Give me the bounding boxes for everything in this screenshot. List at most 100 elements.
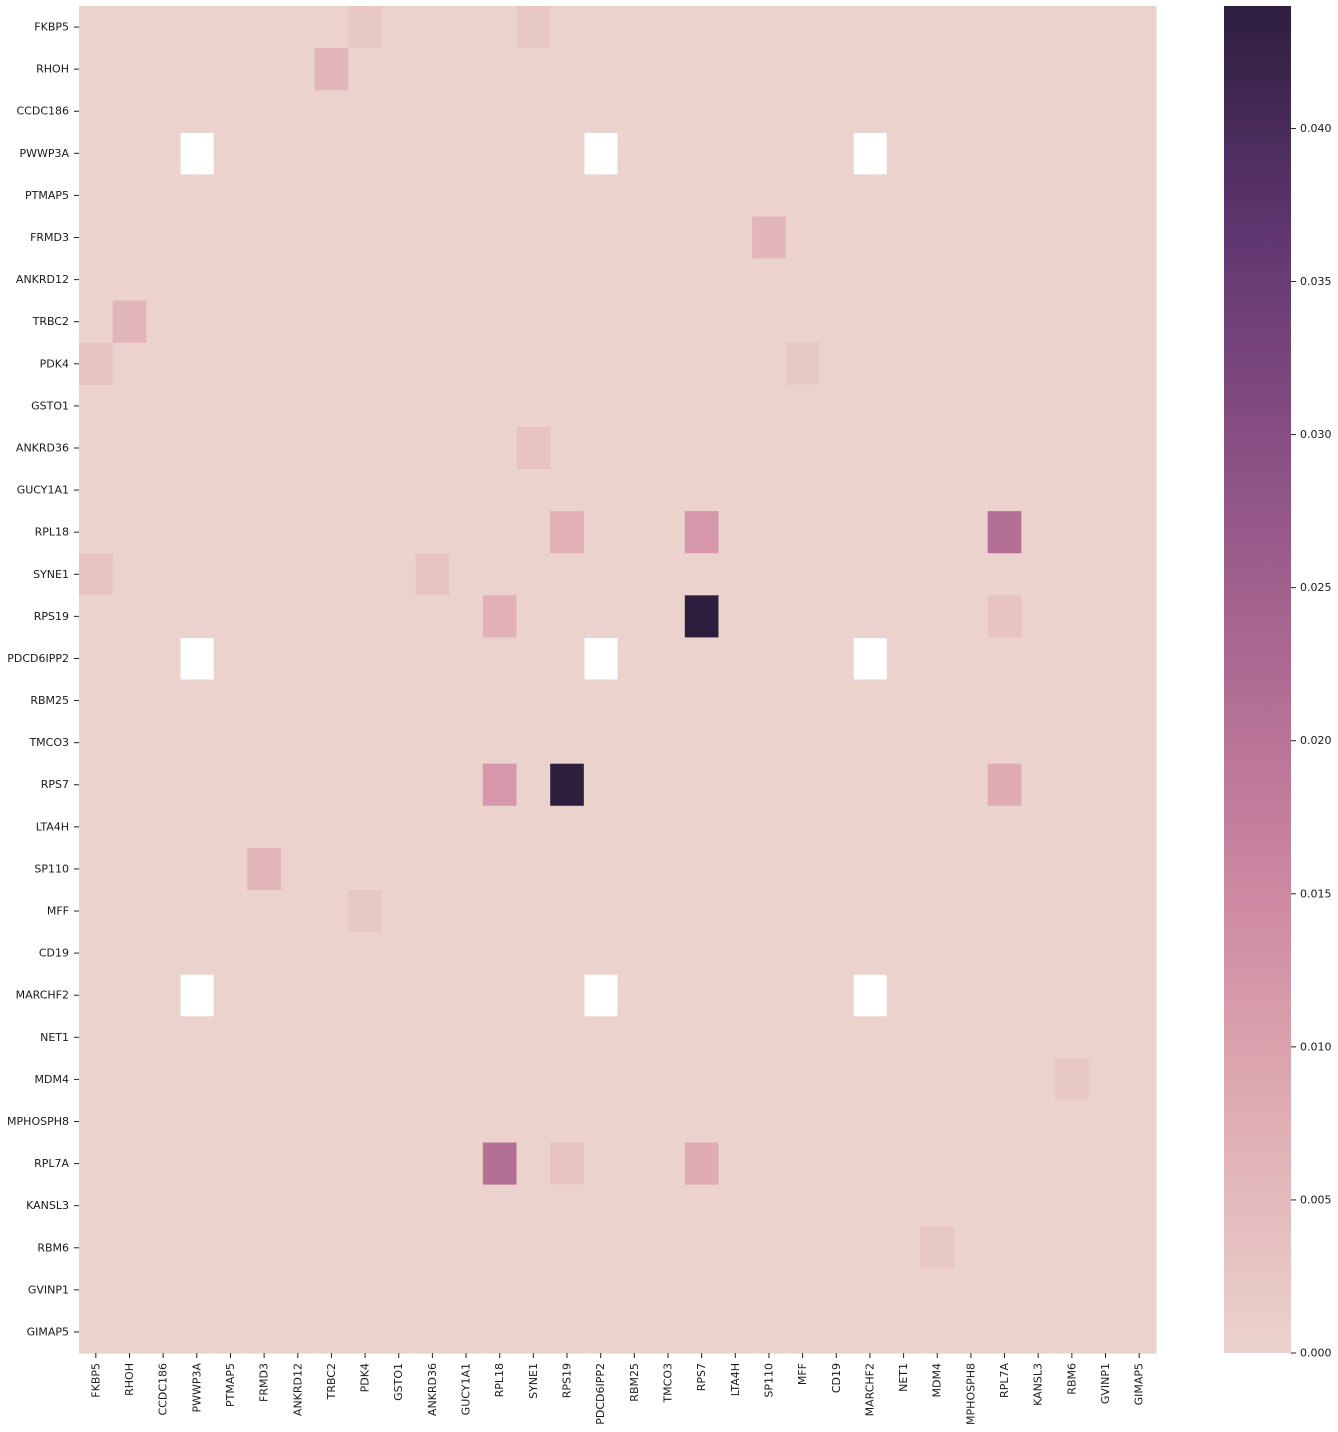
heatmap-cell — [179, 889, 215, 933]
heatmap-cell — [819, 974, 854, 1017]
heatmap-cell — [920, 300, 955, 344]
heatmap-cell — [718, 174, 753, 218]
heatmap-cell — [516, 90, 551, 133]
heatmap-cell — [381, 1100, 417, 1144]
heatmap-cell — [920, 679, 955, 723]
heatmap-cell — [819, 1310, 854, 1354]
heatmap-cell — [314, 889, 349, 933]
heatmap-cell — [785, 679, 821, 723]
heatmap-cell — [651, 6, 686, 49]
heatmap-cell — [179, 1142, 215, 1186]
heatmap-cell — [516, 679, 551, 723]
colorbar-tick-label: 0.010 — [1300, 1040, 1332, 1053]
heatmap-cell — [987, 6, 1022, 49]
heatmap-cell — [583, 1226, 619, 1270]
heatmap-cell — [482, 216, 518, 260]
heatmap-cell — [516, 216, 551, 260]
heatmap-cell — [718, 889, 753, 933]
row-label: TMCO3 — [28, 736, 69, 749]
heatmap-cell — [1055, 721, 1090, 765]
heatmap-cell — [752, 511, 787, 554]
heatmap-cell — [112, 1268, 147, 1312]
heatmap-cell — [718, 763, 753, 807]
heatmap-cell — [1021, 763, 1056, 807]
heatmap-cell — [550, 342, 585, 386]
heatmap-cell — [381, 763, 417, 807]
heatmap-cell — [617, 763, 652, 807]
heatmap-cell — [348, 595, 383, 638]
heatmap-cell — [785, 889, 821, 933]
column-label: PWWP3A — [190, 1363, 203, 1413]
heatmap-cell — [752, 1142, 787, 1186]
heatmap-cell — [718, 847, 753, 891]
heatmap-cell — [146, 6, 181, 49]
heatmap-cell — [1055, 1100, 1090, 1144]
heatmap-cell — [146, 721, 181, 765]
heatmap-cell — [449, 889, 484, 933]
heatmap-cell — [1055, 1226, 1090, 1270]
heatmap-cell — [617, 721, 652, 765]
heatmap-cell — [449, 48, 484, 91]
heatmap-cell — [853, 6, 888, 49]
column-label: MARCHF2 — [863, 1363, 876, 1416]
heatmap-cell — [314, 805, 349, 849]
heatmap-cell — [954, 6, 989, 49]
heatmap-cell — [1021, 1100, 1056, 1144]
heatmap-cell — [146, 1100, 181, 1144]
heatmap-cell — [718, 974, 753, 1017]
heatmap-cell — [1088, 974, 1123, 1017]
heatmap-cell — [516, 300, 551, 344]
heatmap-cell — [381, 595, 417, 638]
heatmap-cell — [381, 1142, 417, 1186]
heatmap-cell — [785, 1268, 821, 1312]
row-label: NET1 — [40, 1031, 69, 1044]
heatmap-cell — [752, 6, 787, 49]
heatmap-cell — [146, 595, 181, 638]
colorbar-tick-label: 0.040 — [1300, 122, 1332, 135]
heatmap-cell — [651, 342, 686, 386]
heatmap-cell — [1122, 637, 1157, 681]
heatmap-cell — [684, 511, 720, 554]
heatmap-cell — [886, 1310, 922, 1354]
heatmap-cell — [112, 889, 147, 933]
heatmap-cell — [583, 1184, 619, 1228]
heatmap-cell — [617, 342, 652, 386]
heatmap-cell — [819, 889, 854, 933]
heatmap-cell — [785, 1016, 821, 1059]
heatmap-cell — [415, 1184, 450, 1228]
column-label: FKBP5 — [89, 1363, 102, 1398]
heatmap-cell — [1122, 342, 1157, 386]
heatmap-cell — [1088, 426, 1123, 470]
heatmap-cell — [954, 511, 989, 554]
heatmap-cell — [1055, 1142, 1090, 1186]
heatmap-cell — [550, 805, 585, 849]
heatmap-cell — [482, 595, 518, 638]
heatmap-cell — [886, 1142, 922, 1186]
heatmap-cell — [247, 1226, 282, 1270]
heatmap-cell — [684, 721, 720, 765]
heatmap-cell — [516, 1310, 551, 1354]
heatmap-cell — [247, 90, 282, 133]
heatmap-cell — [280, 384, 316, 428]
heatmap-cell — [415, 48, 450, 91]
heatmap-cell — [213, 1184, 248, 1228]
heatmap-cell — [920, 6, 955, 49]
heatmap-cell — [146, 1184, 181, 1228]
row-label: RPS7 — [41, 778, 69, 791]
heatmap-cell — [112, 1058, 147, 1102]
heatmap-cell — [415, 763, 450, 807]
heatmap-cell — [314, 637, 349, 681]
heatmap-cell — [1088, 216, 1123, 260]
heatmap-cell — [1088, 1184, 1123, 1228]
heatmap-cell — [179, 1310, 215, 1354]
heatmap-cell — [853, 721, 888, 765]
heatmap-cell — [886, 426, 922, 470]
heatmap-cell — [752, 721, 787, 765]
heatmap-cell — [280, 258, 316, 302]
heatmap-cell — [112, 805, 147, 849]
heatmap-cell — [886, 384, 922, 428]
heatmap-cell — [1122, 889, 1157, 933]
heatmap-cell — [213, 974, 248, 1017]
heatmap-cell — [819, 595, 854, 638]
heatmap-cell — [752, 1016, 787, 1059]
